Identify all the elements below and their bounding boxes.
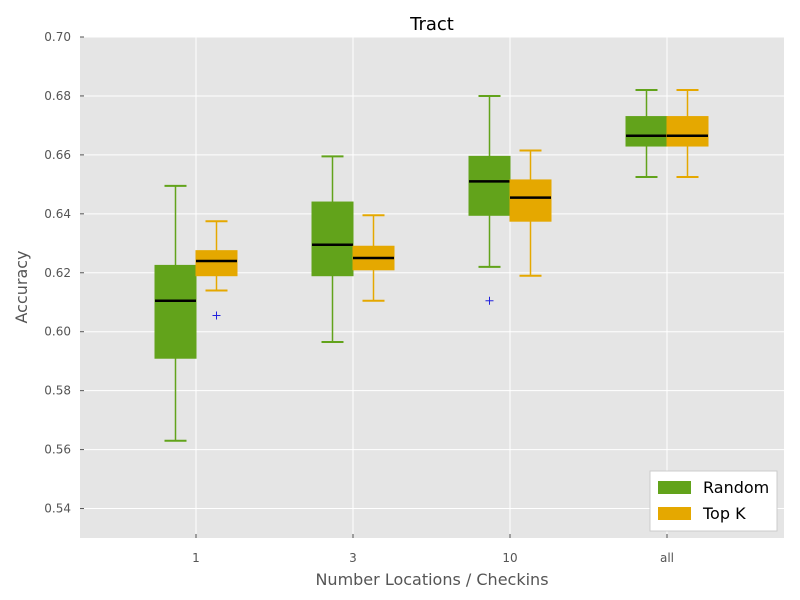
y-tick-labels: 0.54 0.56 0.58 0.60 0.62 0.64 0.66 0.68 0.70 [44, 30, 71, 516]
box-random-1 [154, 184, 197, 442]
legend-label-top-k: Top K [702, 504, 746, 523]
y-axis-label: Accuracy [12, 250, 31, 323]
y-tick-label: 0.68 [44, 89, 71, 103]
y-tick-label: 0.64 [44, 207, 71, 221]
y-tick-label: 0.66 [44, 148, 71, 162]
legend-label-random: Random [703, 478, 769, 497]
y-tick-label: 0.56 [44, 443, 71, 457]
box-top-k-1 [195, 220, 238, 320]
box-random-3 [311, 155, 354, 344]
chart-title: Tract [409, 14, 454, 35]
box-iqr [311, 201, 354, 277]
box-top-k-all [666, 89, 709, 178]
x-tick-label: 1 [192, 551, 200, 565]
box-iqr [468, 155, 511, 216]
box-iqr [195, 250, 238, 277]
x-tick-label: 10 [502, 551, 517, 565]
box-iqr [154, 264, 197, 359]
box-random-all [625, 89, 668, 178]
legend-swatch-top-k [658, 507, 691, 520]
box-iqr [625, 116, 668, 147]
legend: Random Top K [649, 470, 778, 532]
legend-swatch-random [658, 481, 691, 494]
box-plots [154, 89, 709, 442]
box-top-k-3 [352, 214, 395, 302]
y-tick-label: 0.58 [44, 384, 71, 398]
box-iqr [509, 179, 552, 222]
y-tick-label: 0.54 [44, 502, 71, 516]
y-tick-label: 0.70 [44, 30, 71, 44]
y-tick-label: 0.60 [44, 325, 71, 339]
x-tick-label: all [660, 551, 674, 565]
y-tick-label: 0.62 [44, 266, 71, 280]
x-axis-label: Number Locations / Checkins [315, 570, 548, 589]
box-iqr [666, 116, 709, 147]
x-tick-label: 3 [349, 551, 357, 565]
box-top-k-10 [509, 149, 552, 277]
x-tick-labels: 1 3 10 all [192, 551, 674, 565]
box-random-10 [468, 94, 511, 305]
